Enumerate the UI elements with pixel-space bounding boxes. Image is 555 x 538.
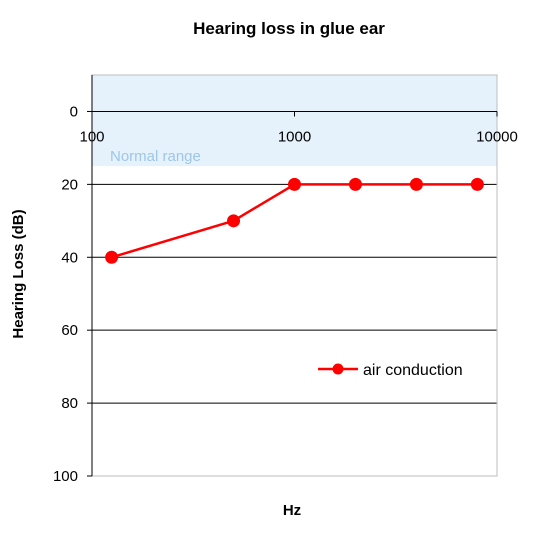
normal-range-band <box>92 75 497 167</box>
chart-title: Hearing loss in glue ear <box>193 19 385 38</box>
y-tick-labels: 0 20 40 60 80 100 <box>53 103 78 485</box>
gridlines <box>92 183 497 477</box>
y-tick-label: 80 <box>61 395 78 412</box>
data-point <box>227 214 241 228</box>
legend: air conduction <box>318 362 463 379</box>
normal-range-label: Normal range <box>110 148 201 165</box>
data-point <box>348 177 362 191</box>
y-tick-label: 0 <box>70 103 78 120</box>
data-point <box>105 250 119 264</box>
x-tick-label: 100 <box>79 128 104 145</box>
legend-marker <box>332 363 344 375</box>
axes <box>87 75 498 477</box>
y-tick-label: 60 <box>61 322 78 339</box>
x-tick-labels: 100 1000 10000 <box>79 128 517 145</box>
data-point <box>470 177 484 191</box>
series-line-0 <box>111 183 478 259</box>
legend-label: air conduction <box>363 362 463 379</box>
series-layer <box>105 177 484 264</box>
data-point <box>288 177 301 191</box>
y-tick-label: 40 <box>61 249 78 266</box>
y-axis-title: Hearing Loss (dB) <box>10 209 27 338</box>
x-axis-title: Hz <box>283 502 301 519</box>
x-tick-label: 10000 <box>476 128 518 145</box>
y-tick-label: 100 <box>53 468 78 485</box>
y-tick-label: 20 <box>61 176 78 193</box>
data-point <box>409 177 423 191</box>
x-tick-label: 1000 <box>278 128 311 145</box>
